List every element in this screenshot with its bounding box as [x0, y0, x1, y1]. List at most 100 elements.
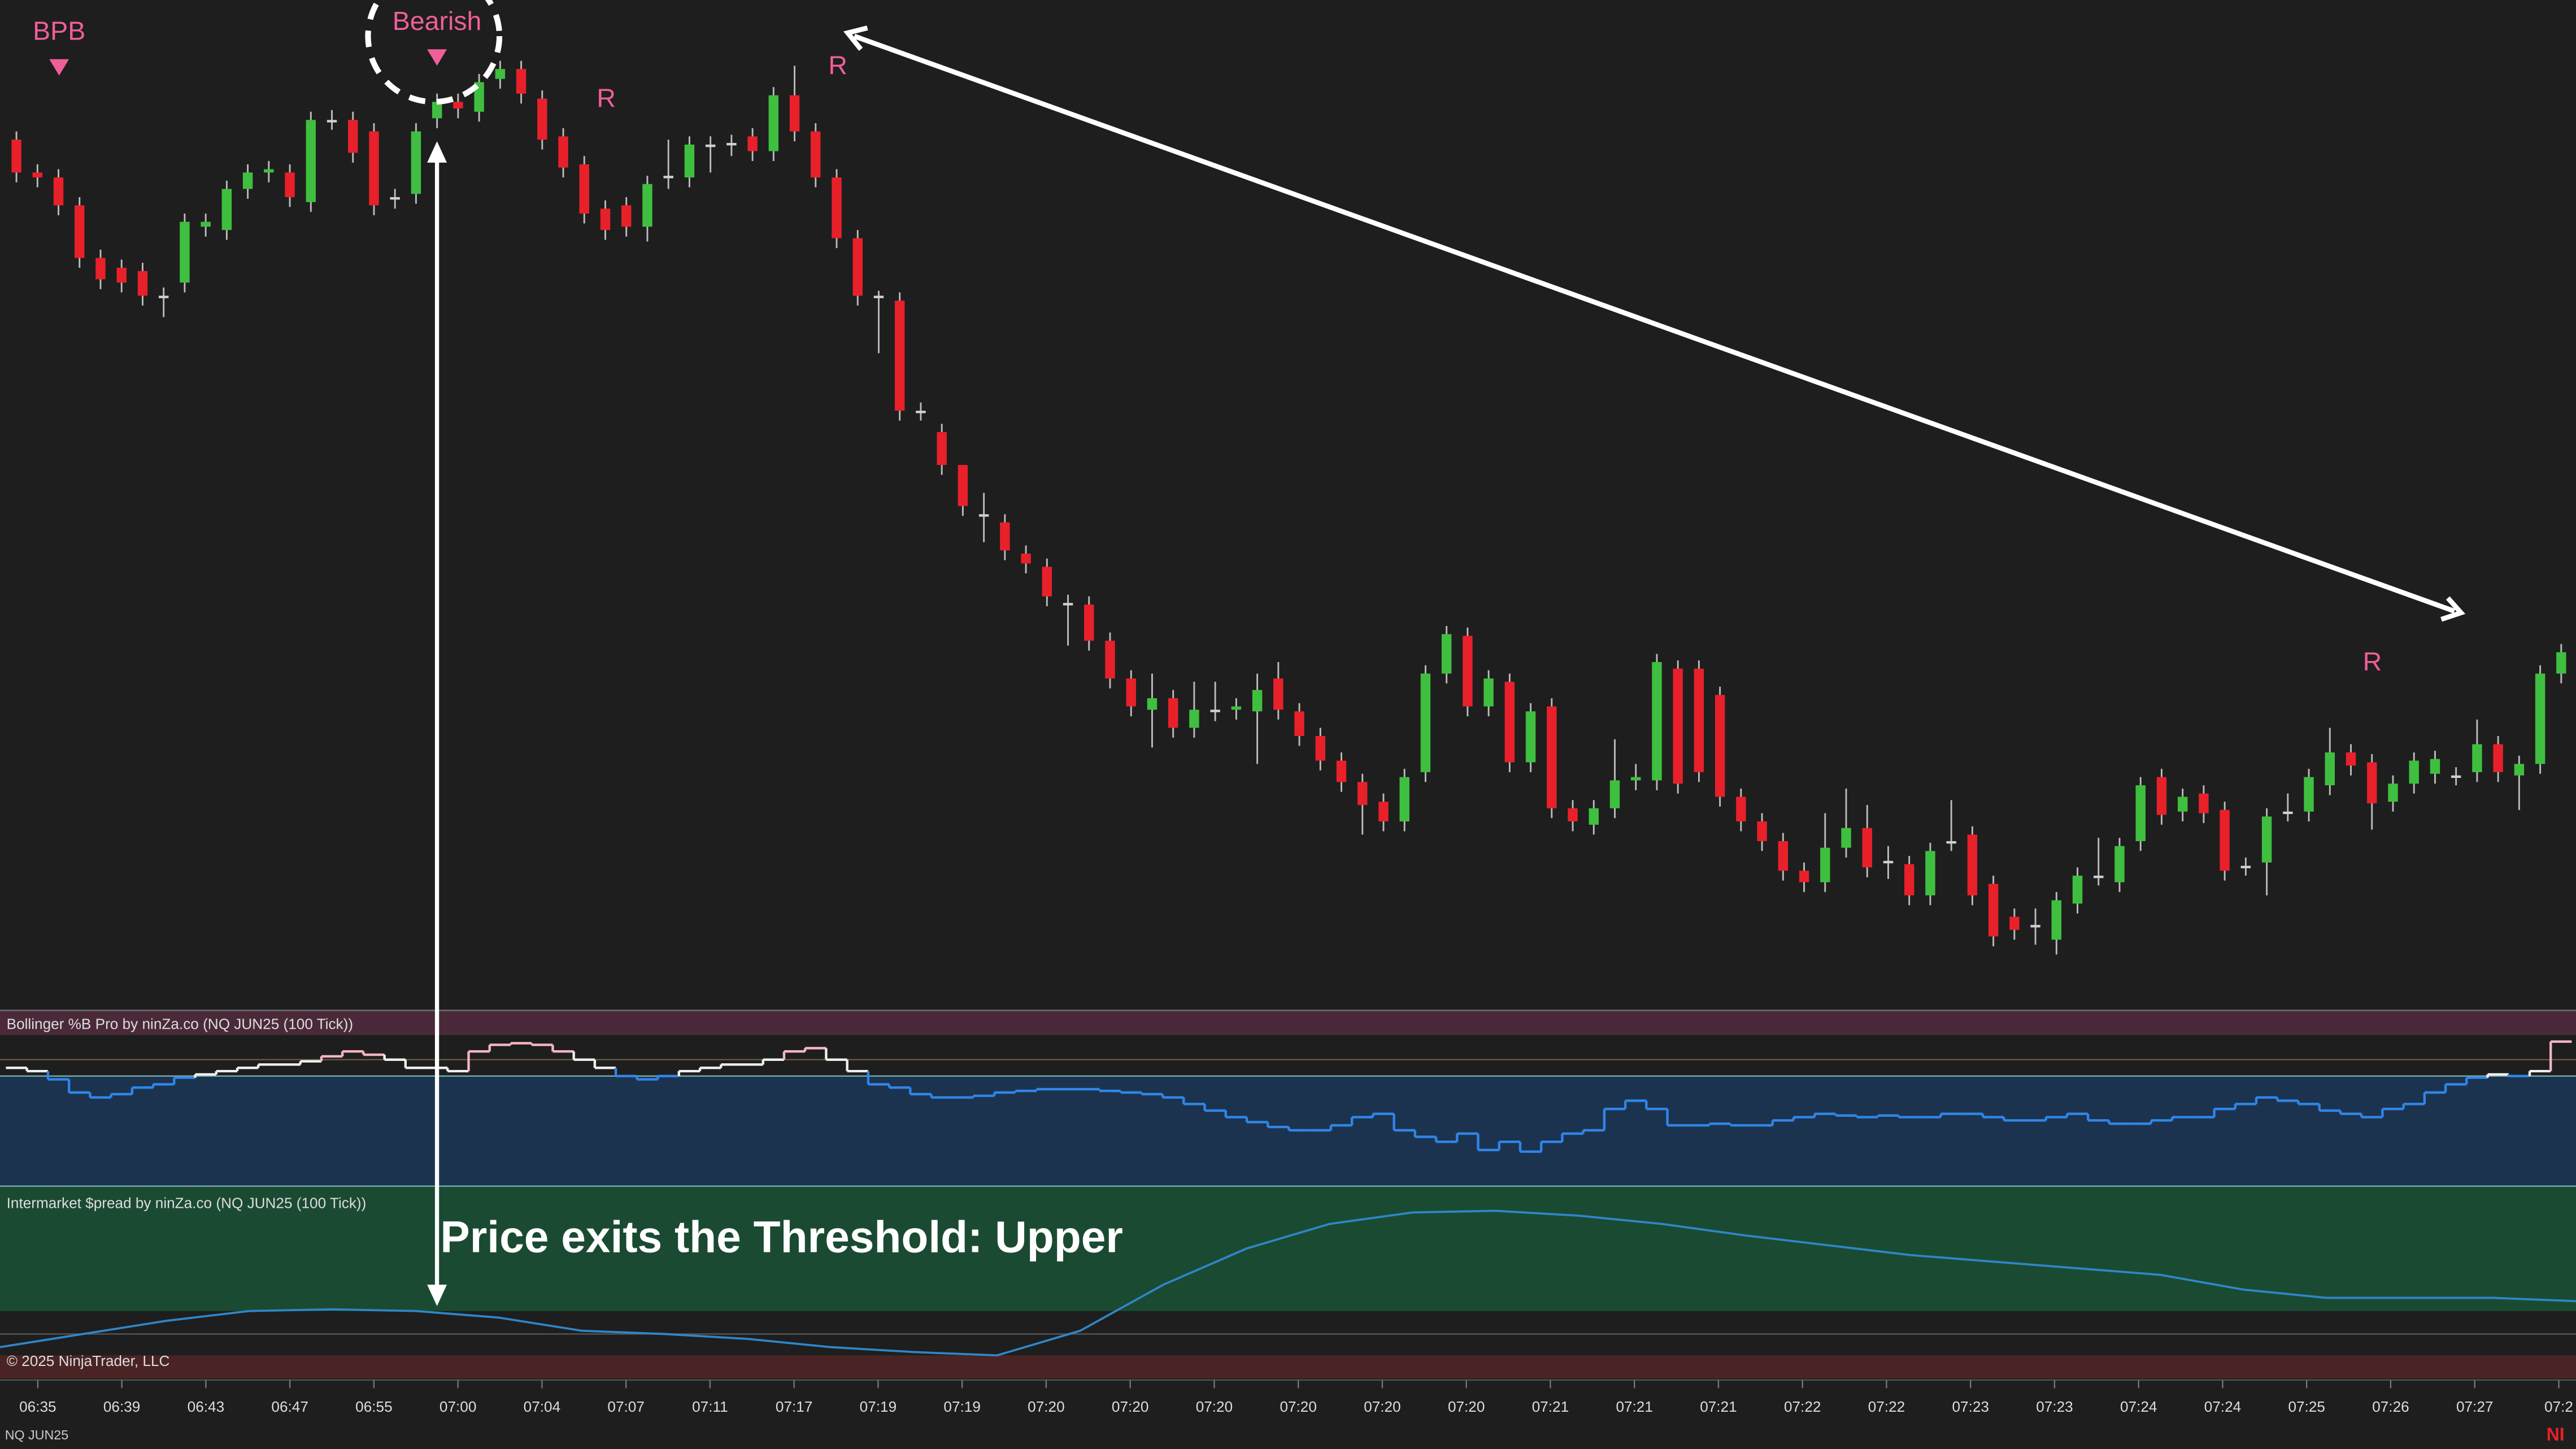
candle-body — [1778, 841, 1789, 871]
x-tick-label: 07:23 — [1952, 1398, 1988, 1415]
candle-body — [1589, 808, 1599, 825]
x-tick-label: 07:24 — [2204, 1398, 2241, 1415]
x-tick-label: 07:17 — [776, 1398, 812, 1415]
candle-body — [2156, 777, 2167, 815]
candle-body — [1483, 678, 1494, 707]
candle-body — [1631, 777, 1641, 781]
candle-body — [1757, 821, 1767, 841]
candle-body — [1357, 782, 1368, 805]
candle-body — [2325, 752, 2335, 786]
signal-marker — [49, 59, 69, 76]
candle-body — [2114, 846, 2125, 882]
candle-body — [1504, 681, 1515, 763]
candle-body — [1652, 662, 1662, 781]
candle-body — [2261, 816, 2272, 863]
marks: BPB Bearish R R R 06:35 06:39 06:43 06:47 06:55 07… — [0, 6, 2576, 1415]
candle-body — [2388, 784, 2398, 802]
candle-body — [978, 514, 989, 517]
candle-body — [1568, 808, 1578, 822]
x-tick-label: 07:27 — [2456, 1398, 2493, 1415]
x-tick-label: 06:39 — [103, 1398, 140, 1415]
candle-body — [453, 102, 463, 108]
x-tick-label: 06:43 — [188, 1398, 224, 1415]
x-tick-label: 07:22 — [1868, 1398, 1905, 1415]
candle-body — [1463, 636, 1473, 707]
candle-body — [348, 120, 358, 153]
bollinger-header — [0, 1010, 2576, 1035]
candle-body — [2346, 752, 2356, 766]
candle-body — [2430, 759, 2440, 774]
signal-label: R — [828, 51, 847, 80]
candle-body — [2051, 900, 2062, 940]
arrowhead — [427, 141, 447, 163]
candle-body — [1862, 828, 1872, 868]
candle-body — [852, 238, 863, 296]
candle-body — [537, 98, 547, 140]
candle-body — [1168, 698, 1178, 728]
signal-label: BPB — [33, 16, 85, 45]
candle-body — [264, 169, 274, 173]
candle-body — [1189, 710, 1199, 728]
footer-bar — [0, 1355, 2576, 1378]
candle-body — [1841, 828, 1851, 848]
candle-body — [2009, 916, 2020, 930]
candle-body — [2199, 793, 2209, 813]
signal-label: R — [2363, 647, 2382, 676]
x-tick-label: 07:21 — [1616, 1398, 1652, 1415]
candle-body — [1420, 673, 1431, 772]
candle-body — [1126, 678, 1136, 707]
panel-title: Intermarket $pread by ninZa.co (NQ JUN25… — [7, 1195, 367, 1212]
candle-body — [53, 177, 64, 206]
candle-body — [789, 95, 800, 132]
candle-body — [1399, 777, 1409, 822]
candle-body — [1273, 678, 1283, 710]
candle-body — [621, 205, 632, 227]
x-tick-label: 07:21 — [1532, 1398, 1569, 1415]
candle-body — [306, 120, 316, 202]
candle-body — [116, 268, 127, 283]
x-tick-label: 07:21 — [1700, 1398, 1737, 1415]
candle-body — [95, 258, 106, 280]
candle-body — [1673, 668, 1683, 784]
x-tick-label: 07:24 — [2120, 1398, 2157, 1415]
candle-body — [1000, 522, 1010, 551]
spread-line — [0, 1209, 2576, 1357]
arrowhead — [843, 25, 868, 51]
candle-body — [1883, 860, 1894, 864]
candle-body — [1210, 710, 1220, 712]
candle-body — [1820, 847, 1830, 882]
candle-body — [432, 102, 442, 119]
x-tick-label: 06:47 — [271, 1398, 308, 1415]
candle-body — [1063, 603, 1073, 606]
candle-body — [2514, 764, 2525, 776]
candle-body — [642, 184, 652, 227]
spread-zone — [0, 1186, 2576, 1311]
candle-body — [1336, 760, 1347, 782]
candle-body — [137, 271, 148, 296]
panel-title: Bollinger %B Pro by ninZa.co (NQ JUN25 (… — [7, 1016, 353, 1033]
candle-body — [2094, 876, 2104, 878]
candle-body — [2535, 673, 2545, 764]
candle-body — [1904, 864, 1914, 895]
candle-body — [1525, 711, 1536, 763]
x-tick-label: 07:26 — [2372, 1398, 2409, 1415]
candle-body — [916, 411, 926, 414]
candle-body — [2472, 744, 2482, 772]
candle-body — [495, 69, 506, 79]
instrument: NQ JUN25 — [5, 1428, 68, 1442]
candle-body — [2493, 744, 2503, 772]
candle-body — [1946, 841, 1956, 844]
candle-body — [180, 221, 190, 283]
candle-body — [2220, 810, 2230, 871]
candle-body — [1925, 851, 1935, 895]
candle-body — [2283, 811, 2293, 814]
candle-body — [747, 136, 758, 151]
x-tick-label: 07:25 — [2288, 1398, 2325, 1415]
candle-body — [1378, 802, 1389, 822]
x-tick-label: 07:23 — [2036, 1398, 2073, 1415]
candle-body — [1799, 871, 1809, 882]
candle-body — [2451, 775, 2461, 778]
candle-body — [726, 143, 737, 146]
candle-body — [705, 144, 716, 147]
candle-body — [411, 131, 421, 194]
